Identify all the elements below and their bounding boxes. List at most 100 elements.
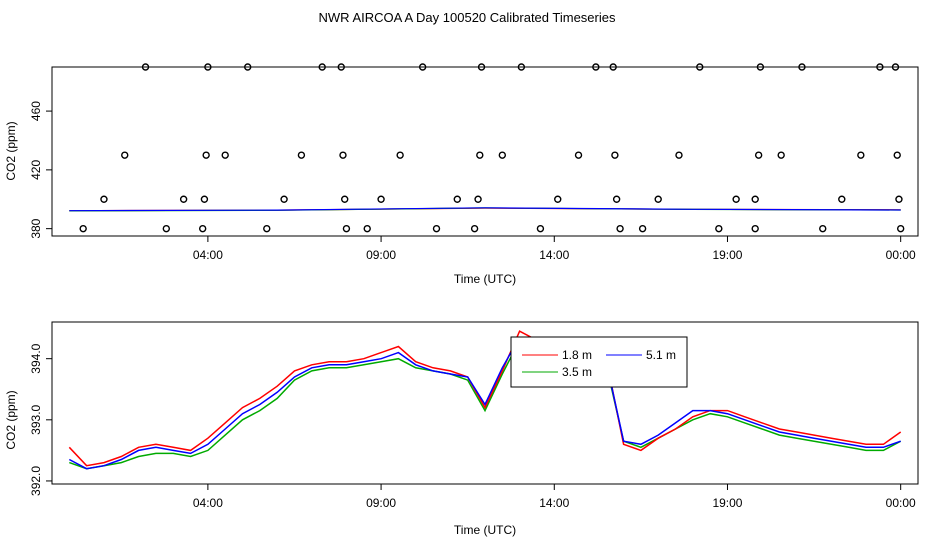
scatter-point — [162, 224, 171, 233]
scatter-point — [732, 195, 740, 203]
legend-box — [510, 336, 688, 388]
scatter-point — [857, 151, 865, 159]
scatter-point — [654, 195, 662, 203]
top-y-ticks: 380 420 460 — [29, 101, 52, 239]
scatter-point — [895, 195, 903, 203]
bottom-plot-frame — [51, 321, 919, 485]
bottom-y-tick-label: 393.0 — [29, 404, 43, 434]
top-y-tick-label: 460 — [29, 101, 43, 121]
scatter-point — [79, 224, 87, 233]
scatter-point — [715, 224, 723, 233]
legend-label-5-1m: 5.1 m — [646, 348, 676, 362]
top-y-tick-label: 420 — [29, 160, 43, 180]
scatter-point — [418, 63, 427, 71]
series-line-3-5-m — [69, 339, 902, 470]
scatter-point — [798, 63, 806, 71]
top-x-tick-label: 14:00 — [539, 248, 569, 262]
bottom-x-tick-label: 00:00 — [886, 496, 916, 510]
scatter-point — [819, 224, 827, 233]
scatter-point — [891, 63, 900, 71]
bottom-y-tick-label: 394.0 — [29, 343, 43, 373]
top-scatter-points — [79, 63, 905, 233]
scatter-point — [339, 151, 347, 159]
scatter-point — [202, 151, 210, 159]
scatter-point — [453, 195, 461, 203]
scatter-point — [611, 151, 619, 159]
scatter-point — [554, 195, 562, 203]
bottom-x-tick-label: 09:00 — [366, 496, 396, 510]
scatter-point — [893, 151, 901, 159]
top-y-axis-label: CO2 (ppm) — [4, 121, 18, 180]
scatter-point — [612, 195, 621, 203]
scatter-point — [536, 224, 545, 233]
scatter-point — [474, 195, 482, 203]
scatter-point — [477, 63, 486, 71]
scatter-point — [100, 195, 108, 203]
scatter-point — [200, 195, 209, 203]
scatter-point — [592, 63, 600, 71]
scatter-point — [638, 224, 647, 233]
scatter-point — [616, 224, 624, 233]
scatter-point — [342, 224, 351, 233]
figure-title: NWR AIRCOA A Day 100520 Calibrated Times… — [319, 10, 616, 25]
scatter-point — [876, 63, 884, 71]
bottom-x-tick-label: 14:00 — [539, 496, 569, 510]
bottom-y-tick-label: 392.0 — [29, 466, 43, 496]
scatter-point — [754, 151, 763, 159]
top-background-lines — [69, 207, 901, 212]
bottom-line-panel: Time (UTC) CO2 (ppm) 04:00 09:00 14:00 19:0… — [4, 321, 919, 537]
top-scatter-panel: Time (UTC) CO2 (ppm) 04:00 09:00 14:00 19:0… — [4, 63, 919, 286]
scatter-point — [141, 63, 150, 71]
scatter-point — [396, 151, 404, 159]
scatter-point — [751, 224, 759, 233]
bottom-y-ticks: 392.0 393.0 394.0 — [29, 343, 52, 496]
scatter-point — [777, 151, 785, 159]
scatter-point — [751, 195, 759, 203]
legend-label-3-5m: 3.5 m — [562, 365, 592, 379]
scatter-point — [756, 63, 765, 71]
scatter-point — [280, 195, 288, 203]
scatter-point — [297, 151, 306, 159]
legend-label-1-8m: 1.8 m — [562, 348, 592, 362]
scatter-point — [221, 151, 229, 159]
scatter-point — [363, 224, 371, 233]
scatter-point — [337, 63, 345, 71]
bottom-x-axis-label: Time (UTC) — [454, 523, 516, 537]
scatter-point — [432, 224, 441, 233]
scatter-point — [476, 151, 484, 159]
scatter-point — [377, 195, 385, 203]
bottom-series-lines — [68, 330, 902, 470]
top-y-tick-label: 380 — [29, 218, 43, 238]
scatter-point — [675, 151, 683, 159]
bottom-x-tick-label: 19:00 — [712, 496, 742, 510]
scatter-point — [696, 63, 704, 71]
top-x-tick-label: 09:00 — [366, 248, 396, 262]
top-x-tick-label: 04:00 — [193, 248, 223, 262]
scatter-point — [609, 63, 617, 71]
series-line-5-1-m — [68, 336, 901, 470]
scatter-point — [896, 224, 905, 233]
top-x-ticks: 04:00 09:00 14:00 19:00 00:00 — [193, 236, 916, 262]
bottom-x-tick-label: 04:00 — [193, 496, 223, 510]
scatter-point — [318, 63, 326, 71]
bottom-y-axis-label: CO2 (ppm) — [4, 390, 18, 449]
scatter-point — [517, 63, 526, 71]
scatter-point — [121, 151, 129, 159]
scatter-point — [263, 224, 271, 233]
scatter-point — [341, 195, 349, 203]
top-x-tick-label: 00:00 — [886, 248, 916, 262]
top-x-tick-label: 19:00 — [712, 248, 742, 262]
scatter-point — [838, 195, 846, 203]
scatter-point — [204, 63, 212, 71]
scatter-point — [198, 224, 207, 233]
scatter-point — [470, 224, 479, 233]
bottom-x-ticks: 04:00 09:00 14:00 19:00 00:00 — [193, 484, 916, 510]
top-background-line-2 — [69, 207, 901, 212]
scatter-point — [498, 151, 507, 159]
top-x-axis-label: Time (UTC) — [454, 272, 516, 286]
series-line-1-8-m — [68, 330, 902, 467]
scatter-point — [244, 63, 252, 71]
scatter-point — [179, 195, 188, 203]
legend: 1.8 m 3.5 m 5.1 m — [510, 336, 688, 388]
